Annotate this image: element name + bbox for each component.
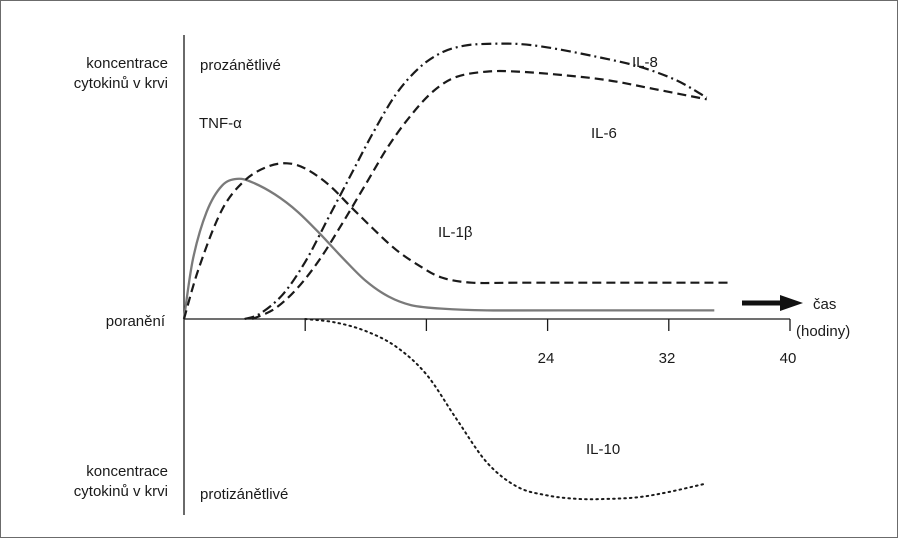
region-bottom-label: protizánětlivé: [200, 486, 288, 503]
series-label-il-8: IL-8: [632, 54, 658, 71]
series-label-tnf-alpha: TNF-α: [199, 115, 242, 132]
series-line-il-6: [251, 69, 707, 321]
series-lines: [182, 42, 730, 501]
series-line-il-8: [244, 42, 708, 321]
ylabel-top-line1: koncentrace: [86, 55, 168, 72]
series-label-il-10: IL-10: [586, 441, 620, 458]
time-arrow: [742, 295, 803, 311]
series-line-tnf-alpha: [182, 177, 715, 320]
series-line-il-10: [304, 318, 708, 501]
ylabel-top-line2: cytokinů v krvi: [74, 75, 168, 92]
series-label-il-1beta: IL-1β: [438, 224, 473, 241]
x-tick-label-24: 24: [538, 350, 555, 367]
axes: [183, 35, 803, 515]
series-line-il-1beta: [182, 162, 730, 320]
x-tick-label-40: 40: [780, 350, 797, 367]
xlabel-line2: (hodiny): [796, 323, 850, 340]
region-top-label: prozánětlivé: [200, 57, 281, 74]
x-ticks: [304, 319, 791, 331]
origin-label: poranění: [106, 313, 166, 330]
chart-labels: koncentrace cytokinů v krvi prozánětlivé…: [74, 54, 850, 503]
series-label-il-6: IL-6: [591, 125, 617, 142]
x-tick-label-32: 32: [659, 350, 676, 367]
ylabel-bottom-line2: cytokinů v krvi: [74, 483, 168, 500]
ylabel-bottom-line1: koncentrace: [86, 463, 168, 480]
xlabel-line1: čas: [813, 296, 836, 313]
